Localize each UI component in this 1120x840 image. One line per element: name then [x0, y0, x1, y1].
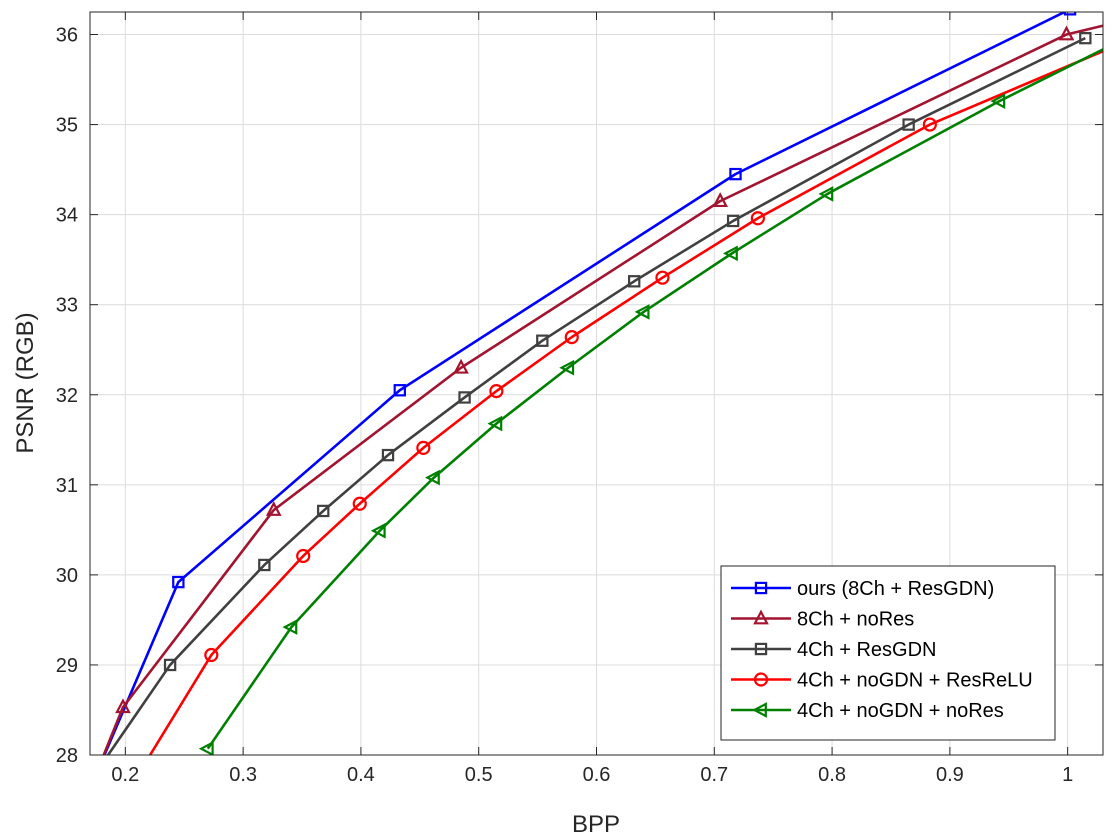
- data-point-triangle-left: [990, 93, 1006, 109]
- data-point-square: [381, 448, 395, 462]
- data-point-triangle-up: [265, 501, 282, 516]
- series-line: [106, 36, 1086, 755]
- data-point-triangle-up: [115, 698, 131, 714]
- series-4: [148, 49, 1103, 755]
- data-point-triangle-left: [722, 245, 738, 262]
- data-point-circle: [296, 548, 311, 564]
- data-point-triangle-left: [559, 359, 575, 376]
- legend-item: 4Ch + ResGDN: [731, 639, 937, 661]
- data-point-triangle-left: [818, 186, 834, 202]
- x-tick-label: 0.9: [936, 764, 964, 786]
- data-point-square: [1079, 31, 1092, 45]
- data-point-square: [94, 762, 104, 772]
- y-tick-label: 34: [56, 205, 78, 227]
- data-point-triangle-up: [753, 609, 769, 625]
- data-point-square: [536, 334, 549, 347]
- y-tick-label: 33: [56, 295, 78, 317]
- series-line: [206, 47, 1103, 750]
- data-point-square: [754, 642, 768, 656]
- x-tick-label: 0.7: [700, 764, 728, 786]
- ticks: 0.2 0.3 0.4 0.5 0.6 0.7 0.8 0.9 1 28 29 30 31 32 33 34 3…: [56, 12, 1103, 786]
- data-point-square: [627, 275, 641, 288]
- legend-label: 4Ch + noGDN + ResReLU: [797, 670, 1033, 692]
- data-point-square: [902, 118, 915, 131]
- y-tick-label: 28: [56, 745, 78, 767]
- legend-label: 4Ch + ResGDN: [797, 639, 937, 661]
- x-tick-label: 0.2: [111, 764, 139, 786]
- y-axis-title: PSNR (RGB): [12, 312, 39, 453]
- legend-item: 8Ch + noRes: [731, 609, 914, 631]
- data-point-square: [94, 763, 104, 773]
- series-5: [198, 47, 1103, 755]
- data-point-triangle-left: [198, 740, 214, 755]
- x-tick-label: 0.8: [818, 764, 846, 786]
- data-point-square: [172, 575, 185, 589]
- x-tick-label: 0.3: [229, 764, 257, 786]
- data-point-triangle-up: [1058, 25, 1075, 41]
- data-point-square: [726, 214, 740, 228]
- data-point-circle: [922, 117, 937, 132]
- data-point-circle: [750, 211, 765, 226]
- series-3: [94, 31, 1092, 773]
- data-point-circle: [352, 496, 367, 511]
- data-point-square: [393, 384, 406, 397]
- y-tick-label: 32: [56, 385, 78, 407]
- legend-label: 4Ch + noGDN + noRes: [797, 700, 1004, 722]
- data-point-square: [1063, 12, 1077, 16]
- data-point-circle: [204, 647, 219, 663]
- legend-item: 4Ch + noGDN + ResReLU: [731, 670, 1033, 692]
- y-tick-label: 36: [56, 25, 78, 47]
- legend: ours (8Ch + ResGDN) 8Ch + noRes 4Ch + ResG…: [720, 565, 1056, 741]
- y-tick-label: 31: [56, 475, 78, 497]
- data-point-circle: [753, 672, 769, 687]
- x-axis-title: BPP: [572, 811, 620, 838]
- data-point-triangle-left: [634, 304, 650, 320]
- y-tick-label: 30: [56, 565, 78, 587]
- data-point-triangle-up: [92, 762, 104, 773]
- series-layer: [92, 12, 1103, 773]
- data-point-circle: [416, 440, 431, 455]
- data-point-triangle-left: [752, 702, 767, 718]
- data-point-circle: [655, 270, 670, 285]
- data-point-square: [729, 167, 742, 181]
- data-point-triangle-up: [453, 358, 469, 374]
- series-line: [103, 12, 1068, 755]
- data-point-square: [258, 558, 271, 572]
- series-2: [92, 24, 1103, 773]
- data-point-square: [317, 504, 330, 518]
- data-point-circle: [564, 330, 579, 345]
- legend-label: 8Ch + noRes: [797, 609, 914, 631]
- data-point-triangle-left: [487, 415, 503, 432]
- series-1: [94, 12, 1077, 772]
- data-point-square: [754, 581, 768, 595]
- series-line: [102, 24, 1103, 755]
- series-line: [148, 49, 1103, 755]
- x-tick-label: 1: [1062, 764, 1073, 786]
- data-point-triangle-left: [370, 522, 386, 539]
- x-tick-label: 0.5: [465, 764, 493, 786]
- x-tick-label: 0.4: [347, 764, 375, 786]
- data-point-triangle-left: [424, 469, 440, 486]
- legend-item: ours (8Ch + ResGDN): [731, 578, 994, 600]
- legend-label: ours (8Ch + ResGDN): [797, 578, 994, 600]
- data-point-square: [163, 658, 177, 672]
- y-tick-label: 35: [56, 115, 78, 137]
- x-tick-label: 0.6: [583, 764, 611, 786]
- data-point-circle: [489, 384, 504, 399]
- data-point-triangle-up: [712, 192, 729, 208]
- data-point-triangle-left: [282, 619, 298, 635]
- data-point-square: [458, 391, 471, 404]
- legend-item: 4Ch + noGDN + noRes: [731, 700, 1004, 722]
- y-tick-label: 29: [56, 655, 78, 677]
